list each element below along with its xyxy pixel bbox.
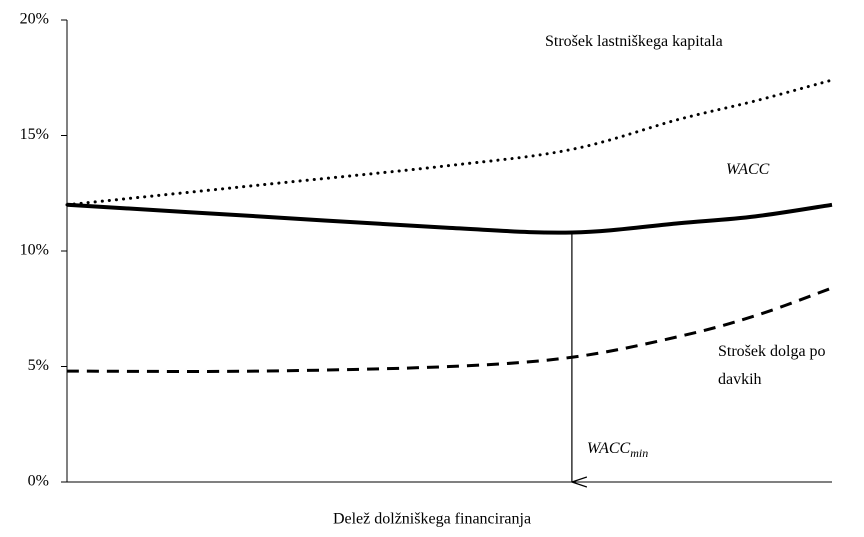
series-label: Strošek lastniškega kapitala <box>545 33 723 50</box>
y-tick-label: 0% <box>28 473 49 490</box>
series-line <box>66 202 833 235</box>
x-axis-label: Delež dolžniškega financiranja <box>333 511 531 528</box>
annotation: WACCmin <box>587 440 648 460</box>
series-label: WACC <box>726 161 770 178</box>
series-line <box>65 78 834 207</box>
series-line <box>66 286 833 373</box>
annotation-subscript: min <box>630 446 648 460</box>
annotation-text: WACC <box>587 440 631 457</box>
series-label: Strošek dolga po davkih <box>718 343 826 388</box>
y-tick-label: 10% <box>20 242 49 259</box>
y-tick-label: 5% <box>28 357 49 374</box>
y-tick-label: 15% <box>20 126 49 143</box>
y-tick-label: 20% <box>20 11 49 28</box>
